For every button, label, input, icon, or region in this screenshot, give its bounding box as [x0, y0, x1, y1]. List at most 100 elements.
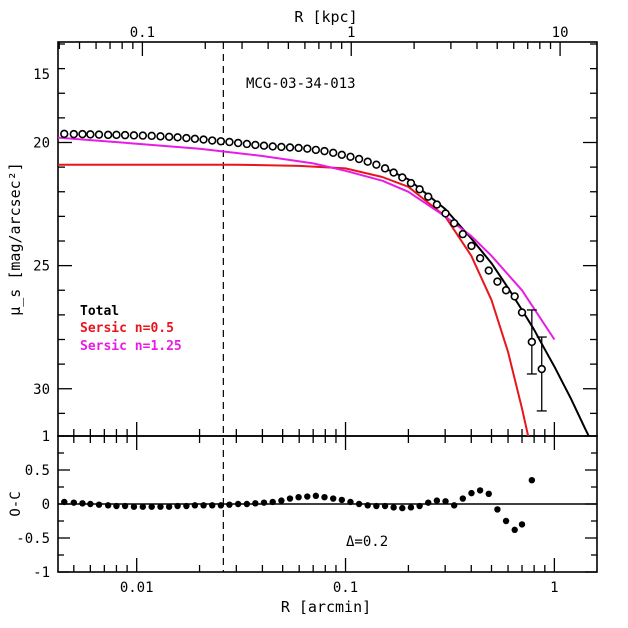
main-panel-frame: [57, 41, 598, 437]
residual-point: [433, 497, 441, 504]
residual-point: [416, 502, 423, 510]
data-point: [216, 137, 226, 146]
chart-title: MCG-03-34-013: [246, 76, 356, 92]
data-point: [103, 130, 113, 140]
residual-annotation: Δ=0.2: [346, 534, 388, 550]
res-y-tick-label: -1: [33, 565, 50, 581]
x-tick-label: 0.1: [333, 580, 358, 596]
data-point: [147, 131, 156, 141]
residual-point: [79, 500, 86, 507]
residual-point: [70, 499, 78, 506]
data-point: [380, 164, 390, 173]
data-point: [389, 168, 398, 177]
data-point: [363, 157, 372, 166]
data-point: [510, 292, 519, 301]
data-point: [415, 185, 424, 194]
res-y-tick-label: 0: [42, 497, 50, 513]
data-point: [449, 219, 459, 228]
residual-point: [104, 502, 112, 509]
data-point: [458, 229, 468, 239]
residual-point: [148, 503, 155, 510]
residual-point: [459, 495, 467, 502]
residual-y-label: O-C: [8, 491, 24, 516]
residual-point: [518, 521, 526, 528]
data-point: [285, 143, 295, 152]
y-tick-label: 30: [33, 382, 50, 398]
data-point: [156, 132, 165, 141]
data-point: [406, 178, 416, 188]
data-point: [493, 277, 502, 286]
res-y-tick-label: -0.5: [16, 531, 50, 547]
data-point: [320, 146, 329, 156]
residual-point: [511, 526, 518, 534]
residual-point: [425, 499, 432, 506]
residual-point: [347, 498, 354, 506]
residual-point: [355, 500, 363, 508]
x-axis-label: R [arcmin]: [281, 598, 371, 616]
legend-total: Total: [80, 304, 119, 319]
data-point: [501, 286, 511, 295]
data-point: [537, 364, 546, 374]
residual-point: [494, 506, 501, 513]
residual-point: [286, 495, 294, 502]
data-point: [242, 139, 252, 149]
residual-point: [330, 495, 337, 502]
residual-point: [312, 492, 320, 500]
residual-point: [468, 489, 475, 497]
residual-point: [528, 477, 536, 484]
top-tick-label: 1: [347, 25, 355, 41]
data-point: [311, 145, 321, 155]
residual-point: [234, 500, 242, 508]
data-point: [527, 337, 537, 347]
residual-point: [191, 502, 199, 509]
res-y-tick-label: 1: [42, 429, 50, 445]
data-point: [467, 241, 476, 251]
reference-lines: [58, 42, 597, 572]
residual-point: [399, 504, 406, 512]
data-point: [129, 131, 139, 140]
top-tick-label: 0.1: [130, 25, 155, 41]
residual-point: [157, 503, 164, 510]
data-point: [69, 129, 79, 139]
residual-point: [502, 517, 510, 525]
data-point: [94, 130, 104, 139]
residual-point: [381, 502, 389, 510]
top-axis-label: R [kpc]: [294, 8, 357, 26]
y-tick-label: 20: [33, 136, 50, 152]
residual-point: [373, 502, 380, 510]
data-point: [190, 134, 200, 144]
residual-point: [485, 490, 492, 497]
data-point: [398, 173, 407, 182]
data-point: [441, 209, 450, 218]
residual-point: [476, 487, 484, 494]
model-curves: [58, 136, 590, 436]
data-point: [120, 130, 130, 140]
data-point: [78, 129, 87, 139]
series-line-sersic-n-0-5: [58, 163, 530, 436]
residual-point: [226, 501, 233, 508]
residual-point: [260, 499, 268, 506]
data-point: [432, 200, 442, 209]
top-tick-label: 10: [552, 25, 569, 41]
data-point: [259, 141, 269, 150]
data-point: [303, 144, 312, 153]
data-point: [337, 150, 347, 160]
y-axis-label: μ_s [mag/arcsec²]: [6, 162, 24, 316]
residual-points: [61, 477, 536, 534]
data-point: [329, 148, 338, 158]
data-point: [424, 192, 433, 201]
data-point: [346, 152, 355, 161]
series-line-sersic-n-1-25: [58, 136, 556, 341]
y-tick-label: 25: [33, 259, 50, 275]
residual-point: [121, 502, 129, 510]
residual-point: [183, 502, 190, 510]
data-point: [251, 140, 260, 150]
data-point: [208, 136, 217, 145]
residual-point: [130, 503, 138, 510]
data-point: [484, 266, 493, 275]
x-tick-label: 1: [550, 580, 558, 596]
series-line-total: [381, 166, 590, 436]
axis-ticks: [58, 42, 597, 573]
residual-point: [321, 494, 328, 501]
residual-point: [95, 501, 103, 508]
